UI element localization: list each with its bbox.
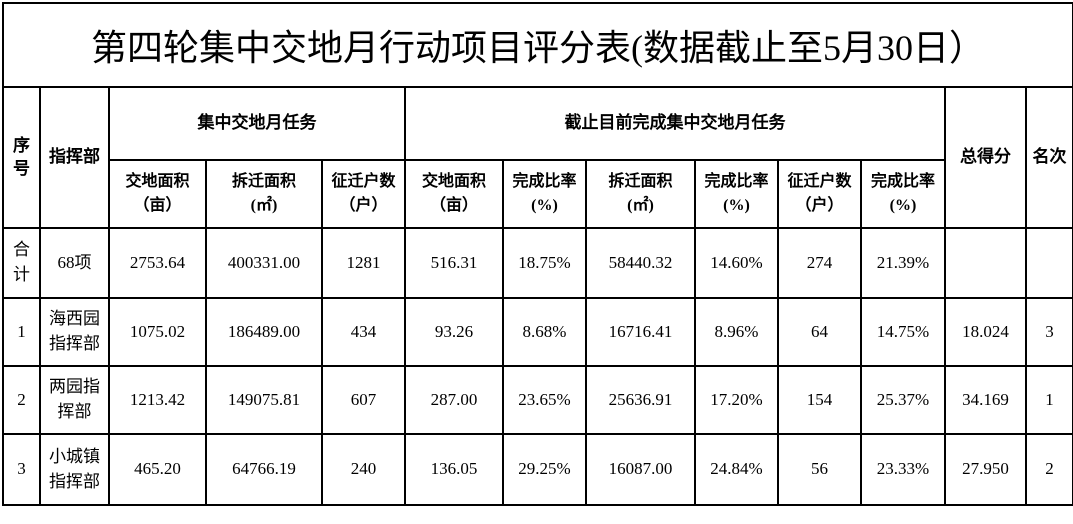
cell-land-area-rate: 29.25% — [502, 433, 587, 506]
header-demolition-area-done: 拆迁面积 (㎡) — [585, 159, 696, 229]
hq-name: 68项 — [39, 227, 110, 299]
cell-land-area-task: 1075.02 — [108, 297, 207, 367]
cell-demolition-area-done: 16716.41 — [585, 297, 696, 367]
header-demolition-rate: 完成比率 (%) — [694, 159, 779, 229]
cell-households-task: 434 — [321, 297, 406, 367]
cell-demolition-area-task: 400331.00 — [205, 227, 323, 299]
cell-land-area-done: 287.00 — [404, 365, 504, 435]
cell-demolition-area-done: 25636.91 — [585, 365, 696, 435]
header-group-task: 集中交地月任务 — [108, 86, 406, 161]
header-households-done: 征迁户数 （户） — [777, 159, 862, 229]
cell-demolition-rate: 8.96% — [694, 297, 779, 367]
cell-households-rate: 14.75% — [860, 297, 946, 367]
cell-land-area-done: 516.31 — [404, 227, 504, 299]
score-table: 第四轮集中交地月行动项目评分表(数据截止至5月30日） 序 号 指挥部 集中交地… — [1, 2, 1073, 506]
cell-total-score: 27.950 — [944, 433, 1027, 506]
header-land-area-task: 交地面积 （亩） — [108, 159, 207, 229]
header-land-area-done: 交地面积 （亩） — [404, 159, 504, 229]
cell-demolition-area-done: 16087.00 — [585, 433, 696, 506]
header-sub-row: 交地面积 （亩） 拆迁面积 (㎡) 征迁户数 （户） 交地面积 （亩） 完成比率… — [3, 159, 1073, 229]
cell-households-task: 1281 — [321, 227, 406, 299]
cell-demolition-area-task: 186489.00 — [205, 297, 323, 367]
header-rank: 名次 — [1024, 86, 1073, 229]
cell-households-rate: 23.33% — [860, 433, 946, 506]
table-row: 2 两园指 挥部 1213.42 149075.81 607 287.00 23… — [2, 365, 1073, 435]
header-demolition-area-task: 拆迁面积 (㎡) — [205, 159, 323, 229]
hq-name: 两园指 挥部 — [39, 365, 110, 435]
header-land-area-rate: 完成比率 (%) — [502, 159, 587, 229]
table-row-total: 合 计 68项 2753.64 400331.00 1281 516.31 18… — [2, 227, 1073, 299]
score-sheet: 第四轮集中交地月行动项目评分表(数据截止至5月30日） 序 号 指挥部 集中交地… — [1, 2, 1073, 506]
cell-total-score: 18.024 — [944, 297, 1027, 367]
cell-rank: 2 — [1024, 433, 1073, 506]
title-row: 第四轮集中交地月行动项目评分表(数据截止至5月30日） — [1, 2, 1073, 88]
page-title: 第四轮集中交地月行动项目评分表(数据截止至5月30日） — [1, 2, 1073, 88]
cell-land-area-rate: 23.65% — [502, 365, 587, 435]
cell-land-area-rate: 18.75% — [502, 227, 587, 299]
row-label: 合 计 — [2, 227, 41, 299]
cell-households-done: 64 — [777, 297, 862, 367]
row-label: 2 — [2, 365, 41, 435]
cell-rank — [1024, 227, 1073, 299]
cell-households-rate: 25.37% — [860, 365, 946, 435]
cell-total-score — [944, 227, 1027, 299]
table-row: 3 小城镇 指挥部 465.20 64766.19 240 136.05 29.… — [2, 433, 1073, 506]
cell-demolition-rate: 17.20% — [694, 365, 779, 435]
header-households-task: 征迁户数 （户） — [321, 159, 406, 229]
header-group-row: 序 号 指挥部 集中交地月任务 截止目前完成集中交地月任务 总得分 名次 — [2, 86, 1073, 229]
cell-demolition-area-task: 64766.19 — [205, 433, 323, 506]
table-row: 1 海西园 指挥部 1075.02 186489.00 434 93.26 8.… — [2, 297, 1073, 367]
cell-households-done: 154 — [777, 365, 862, 435]
cell-land-area-done: 136.05 — [404, 433, 504, 506]
cell-households-done: 56 — [777, 433, 862, 506]
header-total-score: 总得分 — [944, 86, 1027, 229]
cell-land-area-task: 1213.42 — [108, 365, 207, 435]
cell-demolition-rate: 24.84% — [694, 433, 779, 506]
cell-households-done: 274 — [777, 227, 862, 299]
cell-households-rate: 21.39% — [860, 227, 946, 299]
header-group-completed: 截止目前完成集中交地月任务 — [404, 86, 946, 161]
header-seq: 序 号 — [2, 86, 41, 229]
cell-total-score: 34.169 — [944, 365, 1027, 435]
hq-name: 小城镇 指挥部 — [39, 433, 110, 506]
header-households-rate: 完成比率 (%) — [860, 159, 946, 229]
cell-rank: 1 — [1024, 365, 1073, 435]
cell-land-area-task: 465.20 — [108, 433, 207, 506]
cell-rank: 3 — [1024, 297, 1073, 367]
cell-land-area-rate: 8.68% — [502, 297, 587, 367]
hq-name: 海西园 指挥部 — [39, 297, 110, 367]
cell-demolition-area-done: 58440.32 — [585, 227, 696, 299]
cell-households-task: 240 — [321, 433, 406, 506]
cell-land-area-done: 93.26 — [404, 297, 504, 367]
row-label: 3 — [2, 433, 41, 506]
cell-demolition-rate: 14.60% — [694, 227, 779, 299]
header-hq: 指挥部 — [39, 86, 110, 229]
cell-land-area-task: 2753.64 — [108, 227, 207, 299]
row-label: 1 — [2, 297, 41, 367]
cell-households-task: 607 — [321, 365, 406, 435]
cell-demolition-area-task: 149075.81 — [205, 365, 323, 435]
